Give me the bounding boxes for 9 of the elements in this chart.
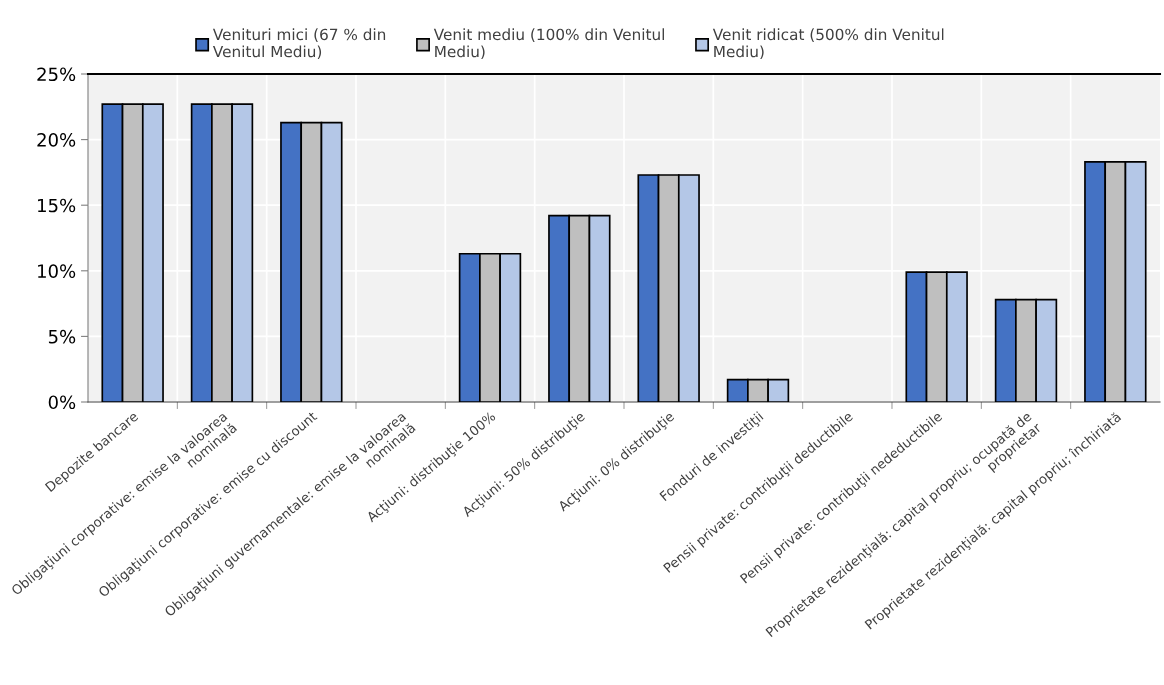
y-tick-label: 25% — [37, 67, 76, 82]
legend-label: Venit mediu (100% din Venitul Mediu) — [433, 28, 664, 60]
y-tick-label: 10% — [38, 264, 76, 278]
legend-label: Venit ridicat (500% din Venitul Mediu) — [712, 28, 944, 60]
y-tick-label: 0% — [48, 395, 76, 410]
y-tick-label: 5% — [48, 329, 76, 344]
y-tick-label: 20% — [37, 133, 76, 147]
y-tick-label: 15% — [38, 198, 76, 213]
legend-label: Venituri mici (67 % din Venitul Mediu) — [212, 28, 386, 60]
